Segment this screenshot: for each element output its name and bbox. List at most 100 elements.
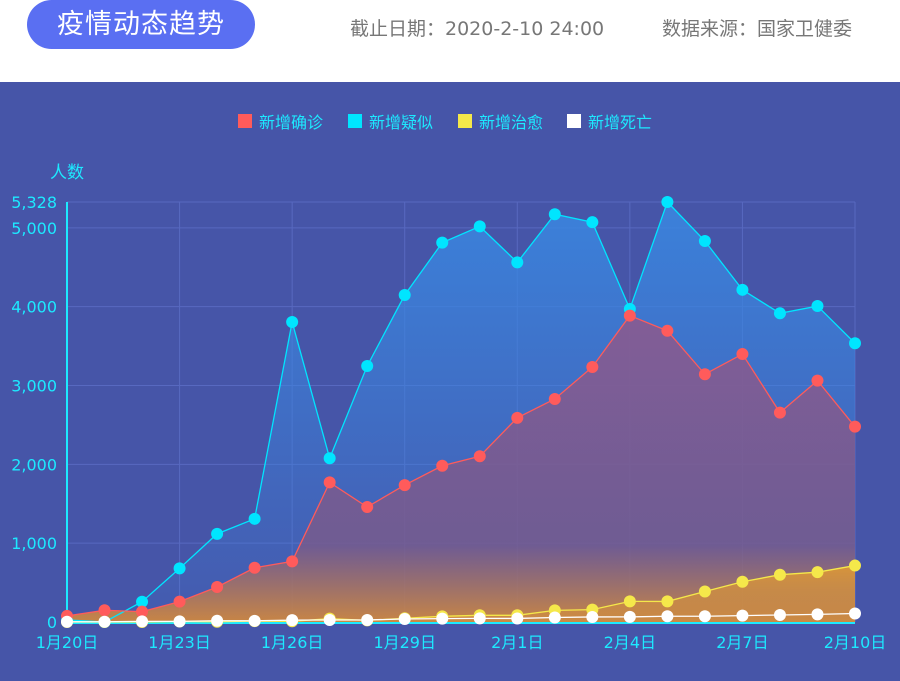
data-point-3 <box>511 612 524 625</box>
data-point-2 <box>736 575 749 588</box>
data-point-3 <box>61 615 73 628</box>
data-point-1 <box>773 307 786 320</box>
data-point-1 <box>248 512 261 525</box>
data-point-1 <box>586 216 599 229</box>
y-tick-label: 0 <box>47 613 57 632</box>
trend-chart: 0 1,000 2,000 3,000 4,000 5,000 5,328 1月20日 1月23… <box>11 113 887 652</box>
data-point-3 <box>849 607 861 620</box>
data-point-1 <box>173 562 186 575</box>
data-point-3 <box>548 611 561 624</box>
data-point-0 <box>398 479 411 492</box>
x-tick-label: 2月7日 <box>716 633 768 652</box>
series-line-0 <box>66 314 856 617</box>
y-axis-label: 人数 <box>50 163 84 183</box>
data-point-1 <box>361 359 374 372</box>
area-2 <box>67 565 855 622</box>
data-point-0 <box>136 605 149 618</box>
data-point-1 <box>211 527 224 540</box>
y-tick-label: 2,000 <box>11 455 57 474</box>
data-point-1 <box>511 256 524 269</box>
legend-label-0: 新增确诊 <box>259 113 323 132</box>
data-point-0 <box>773 406 786 419</box>
data-point-0 <box>173 595 186 608</box>
cutoff-date: 截止日期：2020-2-10 24:00 <box>350 18 605 40</box>
data-point-0 <box>623 309 636 322</box>
data-point-1 <box>136 595 149 608</box>
data-point-0 <box>698 368 711 381</box>
data-point-3 <box>698 610 711 623</box>
legend-swatch <box>348 114 362 128</box>
data-point-0 <box>849 420 861 433</box>
y-tick-label: 1,000 <box>11 534 57 553</box>
legend-label-3: 新增死亡 <box>588 113 652 132</box>
data-point-3 <box>173 615 186 628</box>
series-line-1 <box>66 200 856 623</box>
data-point-2 <box>811 566 824 579</box>
data-point-3 <box>398 613 411 626</box>
data-point-1 <box>736 283 749 296</box>
data-point-0 <box>323 476 336 489</box>
data-point-1 <box>849 337 861 350</box>
data-point-1 <box>398 289 411 302</box>
data-point-0 <box>473 450 486 463</box>
legend-swatch <box>458 114 472 128</box>
data-point-0 <box>548 392 561 405</box>
y-tick-label: 4,000 <box>11 298 57 317</box>
data-point-1 <box>436 236 449 249</box>
data-point-3 <box>436 612 449 625</box>
x-tick-label: 1月23日 <box>148 633 211 652</box>
data-point-3 <box>586 610 599 623</box>
legend-swatch <box>567 114 581 128</box>
data-point-3 <box>98 615 111 628</box>
data-point-2 <box>661 595 674 608</box>
data-point-3 <box>661 610 674 623</box>
data-point-0 <box>361 500 374 513</box>
data-point-0 <box>661 324 674 337</box>
data-point-3 <box>136 615 149 628</box>
data-point-3 <box>248 614 261 627</box>
page-title: 疫情动态趋势 <box>27 0 255 49</box>
data-point-1 <box>473 220 486 233</box>
chart-panel: 0 1,000 2,000 3,000 4,000 5,000 5,328 1月20日 1月23… <box>0 82 900 681</box>
data-point-3 <box>811 608 824 621</box>
data-point-3 <box>286 614 299 627</box>
legend-label-1: 新增疑似 <box>369 113 433 132</box>
x-tick-label: 2月1日 <box>491 633 543 652</box>
data-point-0 <box>511 411 524 424</box>
area-0 <box>67 315 855 622</box>
data-point-3 <box>323 614 336 627</box>
data-point-2 <box>849 559 861 572</box>
data-source: 数据来源：国家卫健委 <box>662 18 853 40</box>
data-point-0 <box>811 374 824 387</box>
data-point-0 <box>211 581 224 593</box>
data-point-3 <box>623 610 636 623</box>
data-point-1 <box>548 208 561 221</box>
x-tick-label: 2月4日 <box>604 633 656 652</box>
y-tick-label: 3,000 <box>11 377 57 396</box>
legend-label-2: 新增治愈 <box>479 113 543 132</box>
x-tick-label: 2月10日 <box>824 633 887 652</box>
data-point-0 <box>286 555 299 568</box>
data-point-2 <box>698 585 711 598</box>
x-tick-label: 1月29日 <box>373 633 436 652</box>
data-point-0 <box>248 561 261 574</box>
data-point-0 <box>736 348 749 361</box>
data-point-3 <box>773 608 786 621</box>
data-point-0 <box>98 604 111 617</box>
y-tick-label: 5,000 <box>11 219 57 238</box>
data-point-3 <box>736 609 749 622</box>
data-point-0 <box>436 459 449 472</box>
data-point-1 <box>811 300 824 313</box>
data-point-1 <box>661 196 674 208</box>
data-point-0 <box>586 360 599 373</box>
data-point-2 <box>773 568 786 581</box>
data-point-3 <box>211 614 224 627</box>
x-tick-label: 1月26日 <box>261 633 324 652</box>
data-point-1 <box>286 315 299 328</box>
y-tick-label: 5,328 <box>11 193 57 212</box>
legend-swatch <box>238 114 252 128</box>
data-point-3 <box>473 612 486 625</box>
series-line-3 <box>67 612 856 623</box>
x-tick-label: 1月20日 <box>36 633 99 652</box>
data-point-1 <box>323 452 336 465</box>
